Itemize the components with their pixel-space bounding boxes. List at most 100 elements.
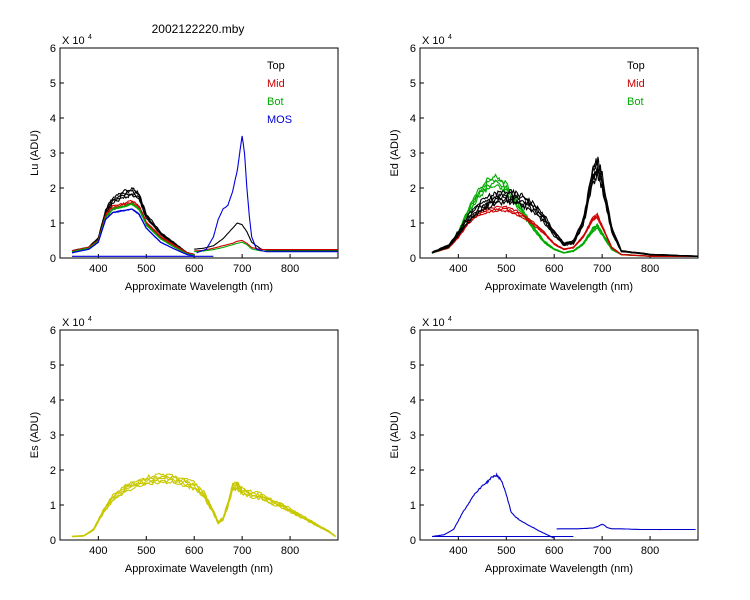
es-xtick-label-2: 600 <box>185 545 203 557</box>
es-ytick-label-3: 3 <box>50 430 56 442</box>
figure-title: 2002122220.mby <box>152 22 245 36</box>
ed-legend-mid: Mid <box>627 78 645 90</box>
es-xtick-label-0: 400 <box>89 545 107 557</box>
eu-xtick-label-4: 800 <box>641 545 659 557</box>
ed-multiplier: X 10 <box>422 35 445 47</box>
es-xlabel: Approximate Wavelength (nm) <box>125 563 273 575</box>
lu-series-top-3 <box>71 186 195 255</box>
lu-xtick-label-3: 700 <box>233 263 251 275</box>
lu-series-top-red-0 <box>194 222 338 251</box>
ed-ytick-label-1: 1 <box>410 218 416 230</box>
ed-legend-bot: Bot <box>627 96 644 108</box>
es-ytick-label-1: 1 <box>50 500 56 512</box>
lu-series-mid-2 <box>71 199 195 255</box>
eu-series-group <box>431 472 696 539</box>
eu-ytick-label-4: 4 <box>410 395 416 407</box>
lu-ytick-label-1: 1 <box>50 218 56 230</box>
lu-series-mos-red-0 <box>196 135 338 254</box>
lu-ytick-label-6: 6 <box>50 43 56 55</box>
lu-ylabel: Lu (ADU) <box>29 130 41 176</box>
lu-ytick-label-4: 4 <box>50 113 56 125</box>
eu-plot-frame <box>419 329 699 541</box>
ed-ytick-label-6: 6 <box>410 43 416 55</box>
eu-ytick-label-1: 1 <box>410 500 416 512</box>
ed-xlabel: Approximate Wavelength (nm) <box>485 281 633 293</box>
ed-ytick-label-4: 4 <box>410 113 416 125</box>
ed-series-bot-3 <box>431 173 698 257</box>
es-ytick-label-4: 4 <box>50 395 56 407</box>
lu-legend-top: Top <box>267 60 285 72</box>
es-series-es-0 <box>71 480 336 538</box>
ed-xtick-label-0: 400 <box>449 263 467 275</box>
ed-ylabel: Ed (ADU) <box>389 129 401 176</box>
ed-series-top-1 <box>431 167 698 257</box>
eu-xtick-label-2: 600 <box>545 545 563 557</box>
eu-series-eu-0 <box>431 472 555 539</box>
es-series-es-2 <box>72 476 336 538</box>
es-series-group <box>71 472 336 538</box>
ed-xtick-label-4: 800 <box>641 263 659 275</box>
lu-series-mid-red-0 <box>194 239 338 252</box>
ed-multiplier-exp: 4 <box>448 34 452 41</box>
es-plot-frame <box>59 329 339 541</box>
es-series-es-1 <box>72 478 336 538</box>
es-xtick-label-3: 700 <box>233 545 251 557</box>
ed-xtick-label-1: 500 <box>497 263 515 275</box>
ed-series-group <box>431 156 698 257</box>
ed-ytick-label-3: 3 <box>410 148 416 160</box>
ed-series-top-4 <box>431 156 698 257</box>
eu-ytick-label-0: 0 <box>410 535 416 547</box>
es-xtick-label-1: 500 <box>137 545 155 557</box>
es-xtick-label-4: 800 <box>281 545 299 557</box>
ed-ytick-label-0: 0 <box>410 253 416 265</box>
lu-legend-bot: Bot <box>267 96 284 108</box>
es-ytick-label-6: 6 <box>50 325 56 337</box>
es-ytick-label-0: 0 <box>50 535 56 547</box>
lu-legend-mid: Mid <box>267 78 285 90</box>
eu-ytick-label-5: 5 <box>410 360 416 372</box>
ed-ytick-label-2: 2 <box>410 183 416 195</box>
eu-multiplier: X 10 <box>422 317 445 329</box>
eu-xtick-label-0: 400 <box>449 545 467 557</box>
es-series-es-3 <box>71 475 336 538</box>
eu-ytick-label-6: 6 <box>410 325 416 337</box>
eu-multiplier-exp: 4 <box>448 316 452 323</box>
lu-multiplier-exp: 4 <box>88 34 92 41</box>
eu-xlabel: Approximate Wavelength (nm) <box>485 563 633 575</box>
lu-xtick-label-4: 800 <box>281 263 299 275</box>
lu-ytick-label-5: 5 <box>50 78 56 90</box>
eu-series-eu-red-0 <box>556 523 696 531</box>
ed-xtick-label-2: 600 <box>545 263 563 275</box>
lu-xtick-label-0: 400 <box>89 263 107 275</box>
es-multiplier-exp: 4 <box>88 316 92 323</box>
ed-series-bot-0 <box>431 184 698 257</box>
es-series-es-4 <box>71 472 336 537</box>
es-ytick-label-5: 5 <box>50 360 56 372</box>
ed-ytick-label-5: 5 <box>410 78 416 90</box>
es-ytick-label-2: 2 <box>50 465 56 477</box>
lu-series-bot-red-0 <box>194 241 338 253</box>
eu-ytick-label-3: 3 <box>410 430 416 442</box>
lu-ytick-label-2: 2 <box>50 183 56 195</box>
lu-xtick-label-2: 600 <box>185 263 203 275</box>
lu-xtick-label-1: 500 <box>137 263 155 275</box>
eu-ylabel: Eu (ADU) <box>389 411 401 458</box>
es-multiplier: X 10 <box>62 317 85 329</box>
lu-ytick-label-3: 3 <box>50 148 56 160</box>
ed-legend-top: Top <box>627 60 645 72</box>
eu-xtick-label-3: 700 <box>593 545 611 557</box>
lu-series-group <box>71 135 338 257</box>
lu-legend-mos: MOS <box>267 114 292 126</box>
lu-multiplier: X 10 <box>62 35 85 47</box>
lu-ytick-label-0: 0 <box>50 253 56 265</box>
ed-series-bot-2 <box>431 178 698 257</box>
lu-series-mos-1 <box>71 208 195 257</box>
lu-xlabel: Approximate Wavelength (nm) <box>125 281 273 293</box>
ed-xtick-label-3: 700 <box>593 263 611 275</box>
es-ylabel: Es (ADU) <box>29 412 41 458</box>
